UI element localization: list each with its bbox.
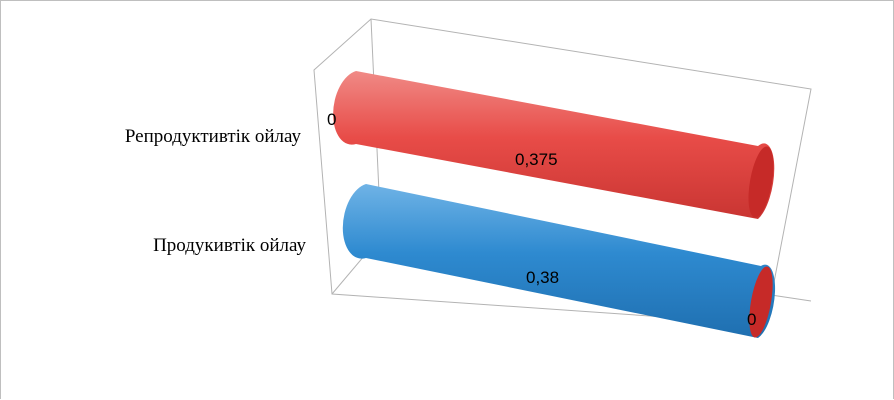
category-label-2: Продукивтік ойлау <box>153 235 306 256</box>
bar-reproductive <box>333 71 775 219</box>
bar-end-cap <box>748 146 774 218</box>
bar-productive <box>342 184 776 338</box>
plot-outline <box>313 18 812 325</box>
bar-end-cap <box>749 266 773 338</box>
data-label-value-1: 0,375 <box>515 150 558 169</box>
data-label-value-2: 0,38 <box>526 268 559 287</box>
data-label-start-1: 0 <box>327 110 336 129</box>
data-label-start-2: 0 <box>747 310 756 329</box>
category-label-1: Репродуктивтік ойлау <box>125 126 302 147</box>
